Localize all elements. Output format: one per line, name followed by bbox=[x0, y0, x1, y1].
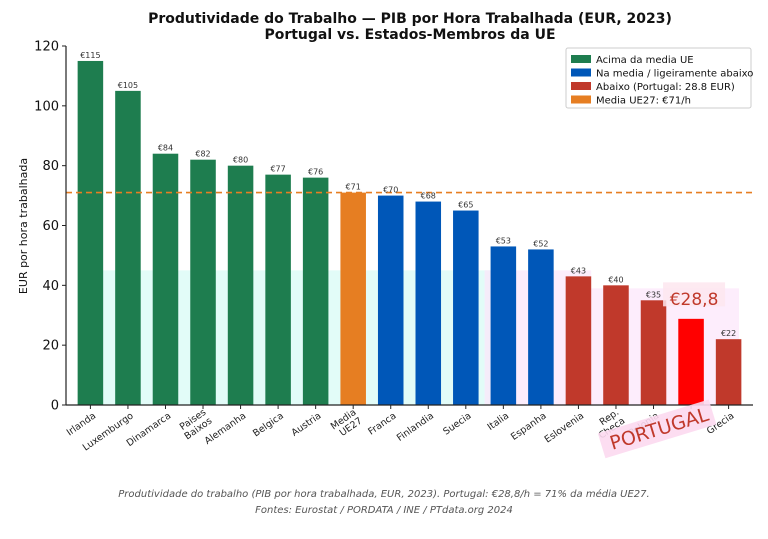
bar-polonia bbox=[640, 300, 667, 405]
bar-alemanha bbox=[227, 165, 254, 405]
portugal-value-annotation: €28,8 bbox=[670, 290, 719, 310]
y-tick-label: 100 bbox=[34, 99, 59, 114]
x-tick-label: Suecia bbox=[441, 410, 473, 437]
value-label: €115 bbox=[80, 51, 100, 60]
y-tick-label: 40 bbox=[42, 279, 59, 294]
value-label: €82 bbox=[195, 150, 210, 159]
value-label: €53 bbox=[496, 236, 511, 245]
y-tick-label: 60 bbox=[42, 219, 59, 234]
legend-swatch bbox=[571, 82, 591, 90]
bar-irlanda bbox=[77, 60, 104, 405]
bar-chart: Produtividade do Trabalho — PIB por Hora… bbox=[17, 11, 753, 459]
value-label: €40 bbox=[608, 275, 623, 284]
value-label: €71 bbox=[346, 183, 361, 192]
y-tick-label: 80 bbox=[42, 159, 59, 174]
chart-subtitle: Portugal vs. Estados-Membros da UE bbox=[264, 27, 555, 43]
y-tick-label: 0 bbox=[51, 399, 59, 414]
legend-swatch bbox=[571, 95, 591, 104]
x-tick-label: Italia bbox=[486, 410, 512, 432]
value-label: €77 bbox=[270, 165, 285, 174]
bar-luxemburgo bbox=[115, 90, 141, 405]
caption-description: Produtividade do trabalho (PIB por hora … bbox=[118, 489, 650, 500]
caption-sources: Fontes: Eurostat / PORDATA / INE / PTdat… bbox=[255, 505, 513, 516]
y-tick-label: 20 bbox=[42, 339, 59, 354]
bar-austria bbox=[302, 177, 329, 405]
legend-entry: Media UE27: €71/h bbox=[596, 96, 691, 107]
axes-group: 0 20 40 60 80 100 120 bbox=[34, 40, 753, 414]
bars-group bbox=[77, 60, 742, 405]
bar-dinamarca bbox=[152, 153, 179, 405]
value-label: €80 bbox=[233, 156, 248, 165]
bar-eslovenia bbox=[565, 276, 592, 405]
portugal-label-annotation: PORTUGAL bbox=[607, 404, 711, 455]
bar-belgica bbox=[265, 174, 291, 405]
legend-box bbox=[565, 47, 752, 109]
x-tick-label: Finlandia bbox=[395, 410, 436, 443]
value-label: €35 bbox=[646, 290, 661, 299]
value-label: €22 bbox=[721, 329, 736, 338]
bar-espanha bbox=[528, 249, 554, 405]
legend-entry: Acima da media UE bbox=[596, 55, 694, 66]
x-tick-label: Franca bbox=[366, 410, 398, 437]
value-label: €76 bbox=[308, 168, 323, 177]
x-tick-label: Austria bbox=[290, 410, 324, 438]
y-axis-label: EUR por hora trabalhada bbox=[17, 158, 30, 294]
value-label: €70 bbox=[383, 186, 398, 195]
bar-grecia bbox=[715, 339, 742, 405]
x-tick-label: Alemanha bbox=[203, 410, 249, 447]
x-tick-label: Belgica bbox=[251, 410, 286, 439]
x-tick-label: MediaUE27 bbox=[329, 407, 365, 441]
value-label: €43 bbox=[571, 266, 586, 275]
x-tick-label: Eslovenia bbox=[543, 410, 586, 445]
portugal-value-highlight bbox=[663, 282, 726, 307]
legend-swatch bbox=[571, 68, 591, 77]
x-tick-label: Irlanda bbox=[65, 410, 98, 438]
bar-rep-checa bbox=[603, 285, 629, 405]
bar-finlandia bbox=[415, 201, 442, 405]
value-label: €84 bbox=[158, 144, 173, 153]
bar-italia bbox=[490, 246, 517, 405]
legend-entry: Na media / ligeiramente abaixo bbox=[596, 69, 753, 80]
legend-entry: Abaixo (Portugal: 28.8 EUR) bbox=[596, 82, 735, 93]
bar-suecia bbox=[453, 210, 479, 405]
bar-franca bbox=[377, 195, 404, 405]
y-tick-label: 120 bbox=[34, 40, 59, 55]
value-label: €68 bbox=[421, 192, 436, 201]
bar-media-ue27 bbox=[340, 192, 366, 405]
value-label: €105 bbox=[118, 81, 138, 90]
bar-paises-baixos bbox=[190, 159, 216, 405]
value-label: €52 bbox=[533, 239, 548, 248]
portugal-label-highlight bbox=[597, 399, 717, 459]
bar-portugal bbox=[678, 318, 704, 405]
legend-swatch bbox=[571, 55, 591, 63]
legend: Acima da media UE Na media / ligeiramente… bbox=[565, 47, 753, 109]
chart-title: Produtividade do Trabalho — PIB por Hora… bbox=[148, 11, 672, 27]
value-label: €65 bbox=[458, 201, 473, 210]
